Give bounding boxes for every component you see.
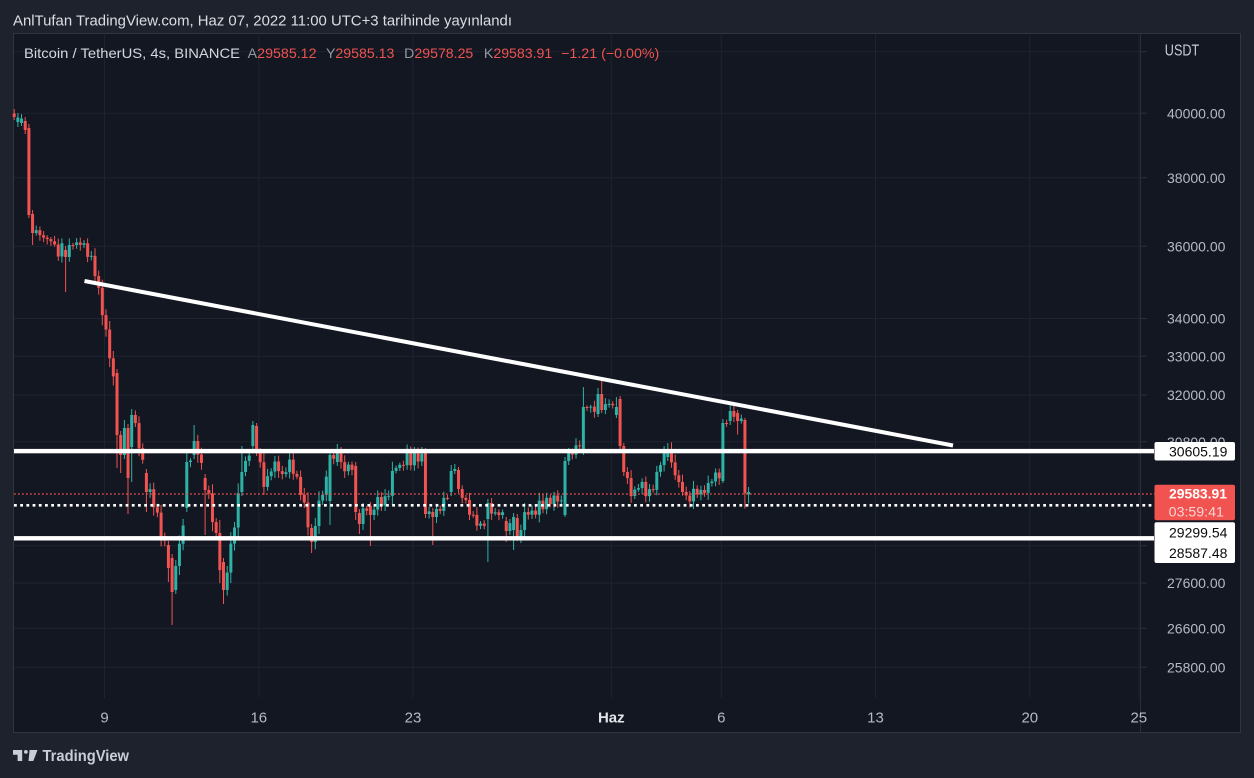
- svg-text:6: 6: [717, 710, 725, 727]
- svg-text:36000.00: 36000.00: [1167, 238, 1226, 254]
- svg-text:Haz: Haz: [598, 710, 625, 727]
- svg-text:USDT: USDT: [1165, 43, 1200, 60]
- svg-text:29583.91: 29583.91: [1169, 485, 1227, 501]
- svg-text:13: 13: [867, 710, 884, 727]
- svg-text:32000.00: 32000.00: [1167, 387, 1226, 403]
- svg-text:16: 16: [250, 710, 267, 727]
- svg-text:03:59:41: 03:59:41: [1169, 505, 1224, 520]
- svg-text:27600.00: 27600.00: [1167, 575, 1226, 591]
- svg-text:A29585.12: A29585.12: [248, 45, 317, 61]
- svg-text:20: 20: [1021, 710, 1038, 727]
- svg-text:25800.00: 25800.00: [1167, 659, 1226, 675]
- svg-text:40000.00: 40000.00: [1167, 105, 1226, 121]
- svg-text:28587.48: 28587.48: [1169, 545, 1228, 561]
- svg-text:AnlTufan TradingView.com, Haz: AnlTufan TradingView.com, Haz 07, 2022 1…: [13, 14, 512, 30]
- svg-text:25: 25: [1130, 710, 1147, 727]
- svg-text:9: 9: [100, 710, 108, 727]
- svg-text:Y29585.13: Y29585.13: [326, 45, 395, 61]
- svg-text:26600.00: 26600.00: [1167, 620, 1226, 636]
- svg-text:Bitcoin / TetherUS, 4s, BINANC: Bitcoin / TetherUS, 4s, BINANCE: [24, 45, 240, 61]
- svg-text:K29583.91: K29583.91: [484, 45, 553, 61]
- svg-text:34000.00: 34000.00: [1167, 311, 1226, 327]
- svg-text:30605.19: 30605.19: [1169, 443, 1228, 459]
- svg-text:−1.21 (−0.00%): −1.21 (−0.00%): [561, 45, 659, 61]
- svg-text:29299.54: 29299.54: [1169, 525, 1228, 541]
- svg-text:TradingView: TradingView: [43, 748, 130, 765]
- svg-text:33000.00: 33000.00: [1167, 348, 1226, 364]
- svg-text:D29578.25: D29578.25: [404, 45, 473, 61]
- svg-text:23: 23: [405, 710, 422, 727]
- svg-text:38000.00: 38000.00: [1167, 170, 1226, 186]
